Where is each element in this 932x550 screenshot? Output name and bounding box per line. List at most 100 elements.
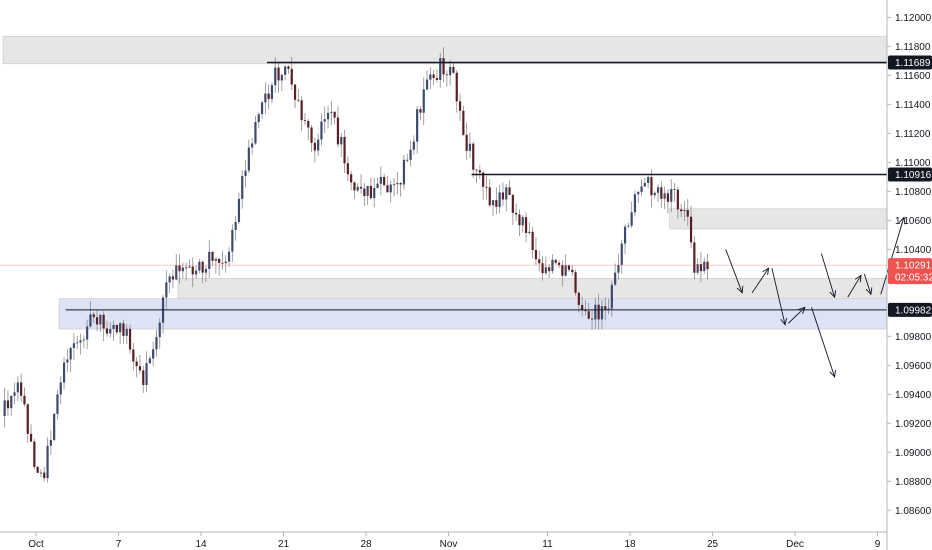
projection-arrow-6 (847, 275, 862, 298)
candle-body (33, 441, 36, 467)
candle-body (145, 363, 148, 385)
x-tick-label: 21 (278, 539, 290, 550)
x-tick-label: Dec (786, 539, 804, 550)
price-tag-label: 1.11689 (895, 58, 931, 69)
candle-body (303, 120, 307, 121)
x-tick-label: 9 (875, 539, 881, 550)
candle-body (353, 182, 356, 191)
candle-body (653, 192, 656, 196)
candle-body (462, 110, 465, 135)
y-tick-label: 1.11400 (895, 100, 931, 111)
price-tag-label: 1.09982 (895, 305, 932, 316)
candle-body (379, 176, 382, 184)
candle-body (92, 314, 95, 318)
candle-body (452, 66, 455, 73)
y-tick-label: 1.09400 (895, 390, 932, 401)
candle-body (590, 318, 594, 320)
candle-body (340, 136, 343, 145)
candle-body (86, 326, 89, 340)
y-tick-label: 1.10600 (895, 216, 932, 227)
candle-body (363, 188, 366, 196)
candle-body (472, 143, 475, 170)
candle-body (234, 221, 237, 230)
candle-body (663, 193, 666, 199)
y-tick-label: 1.11600 (895, 71, 931, 82)
candle-body (699, 264, 703, 272)
candle-body (617, 264, 620, 273)
candle-body (326, 112, 330, 120)
zone-3 (58, 298, 888, 330)
y-tick-label: 1.09200 (895, 419, 932, 430)
candle-body (280, 74, 283, 81)
candle-body (439, 58, 442, 80)
y-tick-label: 1.08800 (895, 477, 932, 488)
y-tick-label: 1.09600 (895, 361, 932, 372)
candle-body (310, 127, 313, 143)
candle-body (511, 194, 514, 213)
candle-body (686, 209, 689, 217)
candle-body (251, 143, 254, 148)
candle-body (125, 328, 128, 336)
x-tick-label: 11 (542, 539, 553, 550)
candle-body (171, 276, 175, 280)
candle-body (482, 172, 485, 187)
candle-body (350, 174, 353, 183)
candle-body (706, 261, 709, 270)
candle-body (66, 359, 69, 363)
candle-body (79, 340, 82, 343)
candle-body (435, 77, 439, 80)
projection-arrow-3 (788, 306, 806, 324)
candle-body (676, 189, 679, 210)
candle-body (584, 310, 587, 312)
candle-body (478, 170, 481, 173)
candle-body (313, 142, 316, 151)
candle-body (204, 268, 208, 273)
candle-body (336, 117, 340, 145)
candle-body (270, 85, 274, 100)
candle-body (581, 304, 584, 311)
y-tick-label: 1.11200 (895, 129, 931, 140)
candle-body (366, 185, 369, 196)
projection-arrow-0 (725, 249, 743, 293)
arrow-head-6 (854, 274, 862, 283)
candle-body (23, 395, 26, 405)
candle-body (630, 212, 633, 226)
candle-body (465, 134, 468, 151)
candle-body (89, 314, 92, 327)
current-price-label: 1.10291 (895, 261, 932, 272)
candle-body (544, 267, 547, 274)
candle-body (449, 66, 452, 76)
candle-body (128, 328, 132, 350)
candle-body (515, 212, 518, 215)
candle-body (218, 258, 221, 263)
candle-body (99, 314, 102, 325)
candle-body (188, 266, 191, 268)
current-price-tag (888, 258, 932, 285)
arrow-head-1 (762, 267, 770, 276)
candle-body (244, 170, 247, 176)
candle-body (640, 186, 643, 192)
candle-body (333, 111, 336, 118)
projection-arrow-4 (811, 307, 836, 378)
x-tick-label: 25 (707, 539, 719, 550)
candle-body (475, 169, 478, 171)
candle-body (105, 328, 109, 334)
candle-body (201, 261, 204, 273)
candle-body (399, 183, 402, 185)
candle-body (373, 188, 376, 199)
candle-body (488, 187, 491, 206)
arrow-head-4 (829, 369, 836, 378)
candle-body (495, 200, 498, 207)
candle-body (650, 177, 653, 196)
candle-body (501, 192, 505, 200)
candle-body (392, 184, 396, 186)
candle-body (152, 349, 155, 359)
candle-body (6, 400, 10, 409)
candle-body (491, 200, 495, 206)
candle-body (406, 159, 409, 161)
candle-body (46, 445, 49, 479)
candle-body (260, 102, 264, 115)
candle-body (594, 304, 597, 320)
